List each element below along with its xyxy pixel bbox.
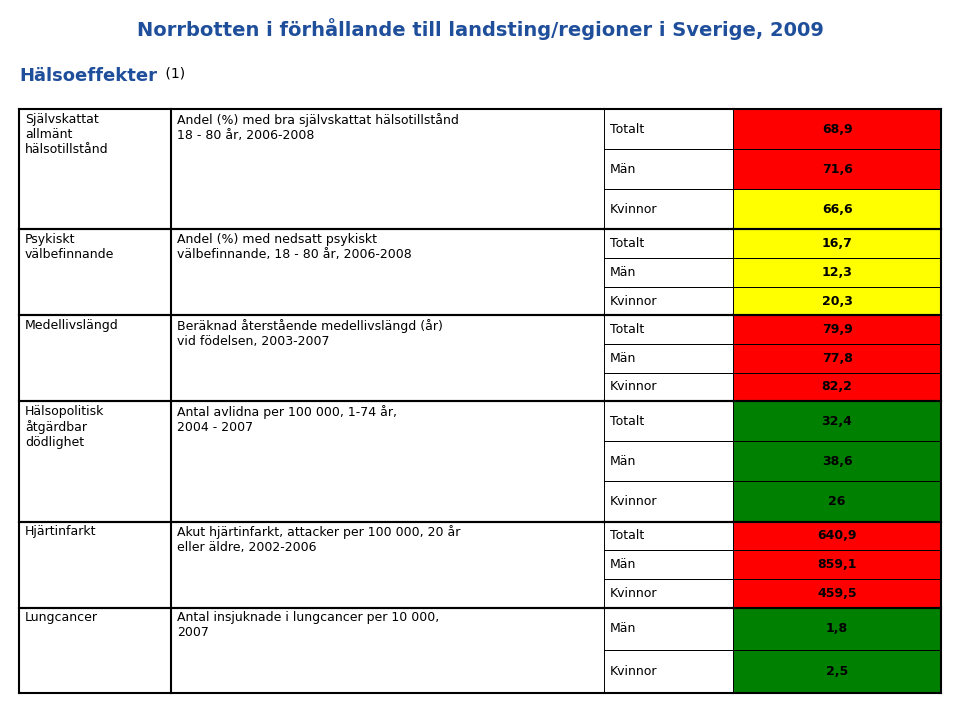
Text: Akut hjärtinfarkt, attacker per 100 000, 20 år
eller äldre, 2002-2006: Akut hjärtinfarkt, attacker per 100 000,… bbox=[177, 525, 461, 554]
Text: 77,8: 77,8 bbox=[822, 352, 852, 365]
Text: Män: Män bbox=[611, 455, 636, 468]
Text: 32,4: 32,4 bbox=[822, 415, 852, 428]
Text: 16,7: 16,7 bbox=[822, 237, 852, 250]
Bar bbox=[733, 522, 941, 551]
Text: Medellivslängd: Medellivslängd bbox=[25, 319, 119, 332]
Text: Beräknad återstående medellivslängd (år)
vid födelsen, 2003-2007: Beräknad återstående medellivslängd (år)… bbox=[177, 319, 443, 348]
Text: Kvinnor: Kvinnor bbox=[611, 380, 658, 394]
Text: Män: Män bbox=[611, 622, 636, 636]
Text: Totalt: Totalt bbox=[611, 237, 644, 250]
Bar bbox=[733, 344, 941, 372]
Text: Totalt: Totalt bbox=[611, 323, 644, 337]
Bar bbox=[733, 287, 941, 315]
Text: Kvinnor: Kvinnor bbox=[611, 495, 658, 508]
Text: (1): (1) bbox=[161, 66, 185, 80]
Bar bbox=[733, 401, 941, 441]
Text: 71,6: 71,6 bbox=[822, 163, 852, 176]
Text: Hälsoeffekter: Hälsoeffekter bbox=[19, 67, 157, 85]
Text: 12,3: 12,3 bbox=[822, 266, 852, 279]
Text: Män: Män bbox=[611, 558, 636, 571]
Text: 20,3: 20,3 bbox=[822, 294, 852, 308]
Text: 68,9: 68,9 bbox=[822, 122, 852, 136]
Text: 38,6: 38,6 bbox=[822, 455, 852, 468]
Text: 1,8: 1,8 bbox=[826, 622, 849, 636]
Text: Kvinnor: Kvinnor bbox=[611, 203, 658, 216]
Text: Antal insjuknade i lungcancer per 10 000,
2007: Antal insjuknade i lungcancer per 10 000… bbox=[177, 611, 440, 639]
Text: Kvinnor: Kvinnor bbox=[611, 294, 658, 308]
Text: 459,5: 459,5 bbox=[817, 586, 857, 600]
Text: Kvinnor: Kvinnor bbox=[611, 586, 658, 600]
Text: Självskattat
allmänt
hälsotillstånd: Självskattat allmänt hälsotillstånd bbox=[25, 113, 108, 156]
Text: Totalt: Totalt bbox=[611, 529, 644, 542]
Text: Norrbotten i förhållande till landsting/regioner i Sverige, 2009: Norrbotten i förhållande till landsting/… bbox=[136, 18, 824, 39]
Bar bbox=[733, 482, 941, 522]
Bar bbox=[733, 149, 941, 189]
Text: 640,9: 640,9 bbox=[817, 529, 857, 542]
Bar bbox=[733, 109, 941, 149]
Bar bbox=[733, 608, 941, 650]
Bar bbox=[733, 372, 941, 401]
Text: Totalt: Totalt bbox=[611, 122, 644, 136]
Text: Psykiskt
välbefinnande: Psykiskt välbefinnande bbox=[25, 233, 114, 261]
Text: 66,6: 66,6 bbox=[822, 203, 852, 216]
Text: 82,2: 82,2 bbox=[822, 380, 852, 394]
Text: 79,9: 79,9 bbox=[822, 323, 852, 337]
Text: Andel (%) med bra självskattat hälsotillstånd
18 - 80 år, 2006-2008: Andel (%) med bra självskattat hälsotill… bbox=[177, 113, 459, 142]
Bar bbox=[733, 230, 941, 258]
Text: Hälsopolitisk
åtgärdbar
dödlighet: Hälsopolitisk åtgärdbar dödlighet bbox=[25, 405, 105, 449]
Text: Män: Män bbox=[611, 266, 636, 279]
Text: 2,5: 2,5 bbox=[826, 665, 849, 679]
Text: 859,1: 859,1 bbox=[817, 558, 857, 571]
Text: Totalt: Totalt bbox=[611, 415, 644, 428]
Bar bbox=[733, 258, 941, 287]
Bar bbox=[733, 650, 941, 693]
Text: Kvinnor: Kvinnor bbox=[611, 665, 658, 679]
Text: Hjärtinfarkt: Hjärtinfarkt bbox=[25, 525, 96, 538]
Bar bbox=[733, 315, 941, 344]
Bar bbox=[733, 579, 941, 608]
Bar bbox=[733, 551, 941, 579]
Text: Män: Män bbox=[611, 352, 636, 365]
Text: Antal avlidna per 100 000, 1-74 år,
2004 - 2007: Antal avlidna per 100 000, 1-74 år, 2004… bbox=[177, 405, 397, 434]
Text: Andel (%) med nedsatt psykiskt
välbefinnande, 18 - 80 år, 2006-2008: Andel (%) med nedsatt psykiskt välbefinn… bbox=[177, 233, 412, 261]
Text: Män: Män bbox=[611, 163, 636, 176]
Bar bbox=[733, 189, 941, 230]
Text: Lungcancer: Lungcancer bbox=[25, 611, 98, 624]
Bar bbox=[733, 441, 941, 482]
Text: 26: 26 bbox=[828, 495, 846, 508]
